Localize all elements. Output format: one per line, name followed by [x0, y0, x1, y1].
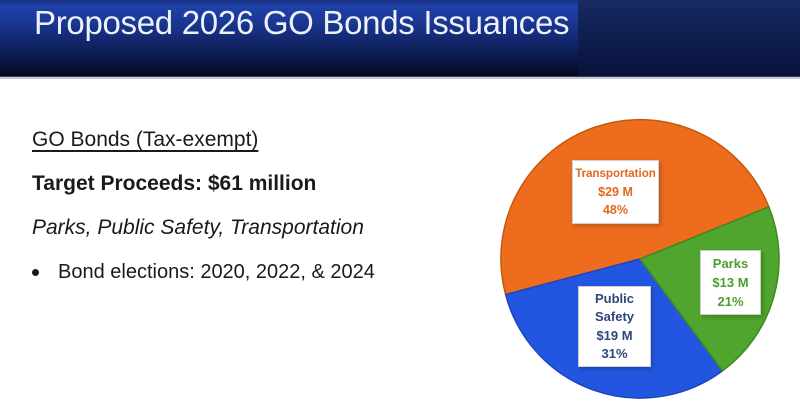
section-heading: GO Bonds (Tax-exempt) [32, 128, 259, 151]
pie-label-parks-name: Parks [712, 256, 749, 271]
slide-header: Proposed 2026 GO Bonds Issuances [0, 0, 800, 77]
target-proceeds-text: Target Proceeds: $61 million [32, 172, 317, 195]
pie-label-transportation-percent: 48% [602, 203, 629, 217]
page-title: Proposed 2026 GO Bonds Issuances [34, 4, 570, 41]
pie-label-public-safety-name: Public Safety [594, 290, 635, 325]
header-right-panel [578, 0, 800, 76]
pie-label-transportation: Transportation $29 M 48% [572, 160, 659, 224]
bullet-item: Bond elections: 2020, 2022, & 2024 [32, 260, 452, 284]
pie-label-transportation-name: Transportation [575, 168, 656, 180]
pie-label-public-safety-percent: 31% [601, 346, 628, 361]
pie-chart: Transportation $29 M 48% Parks $13 M 21%… [480, 105, 800, 420]
pie-label-parks: Parks $13 M 21% [700, 250, 761, 315]
categories-text: Parks, Public Safety, Transportation [32, 216, 364, 239]
header-divider [0, 77, 800, 79]
pie-label-public-safety-amount: $19 M [596, 327, 633, 343]
content-text-block: GO Bonds (Tax-exempt) Target Proceeds: $… [32, 128, 452, 284]
bullet-icon [32, 268, 39, 276]
bullet-text: Bond elections: 2020, 2022, & 2024 [58, 261, 375, 283]
pie-label-public-safety: Public Safety $19 M 31% [578, 286, 651, 367]
pie-label-parks-amount: $13 M [712, 275, 749, 290]
pie-label-parks-percent: 21% [717, 294, 744, 309]
pie-label-transportation-amount: $29 M [598, 185, 633, 199]
